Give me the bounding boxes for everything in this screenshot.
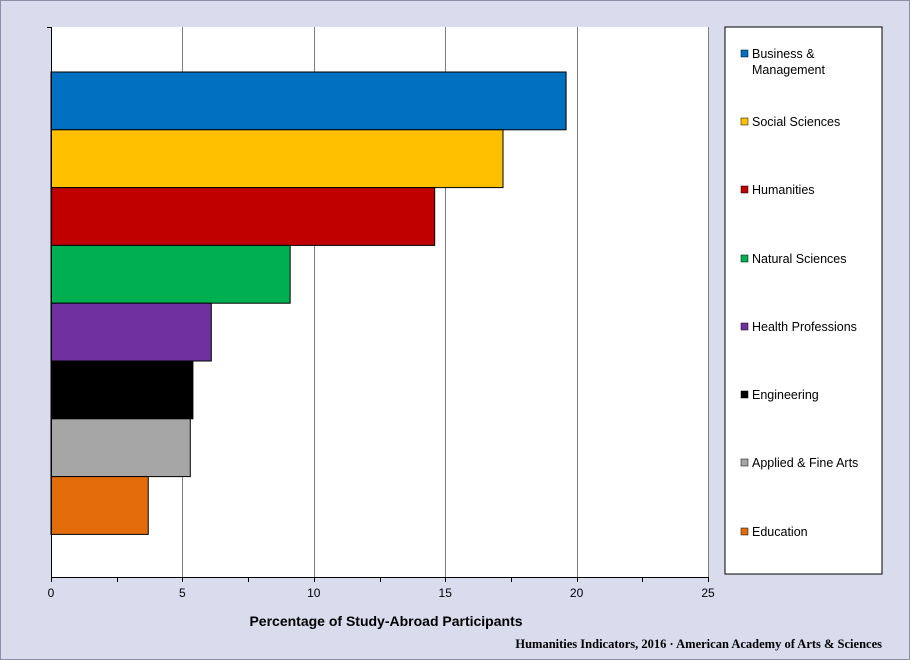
- x-tick-labels: 0 5 10 15 20 25: [48, 586, 715, 600]
- legend-swatch: [740, 117, 749, 126]
- legend-item: Social Sciences: [740, 115, 840, 129]
- legend-label: Humanities: [752, 183, 815, 197]
- x-tick-label: 15: [439, 586, 453, 600]
- legend-item: Humanities: [740, 183, 815, 197]
- bar: [50, 302, 212, 362]
- legend-swatch: [740, 527, 749, 536]
- legend-item: Business & Management: [740, 47, 825, 77]
- legend-label: Engineering: [752, 388, 819, 402]
- bar: [50, 476, 149, 535]
- legend-swatch: [740, 458, 749, 467]
- bar: [50, 244, 291, 304]
- x-tick-label: 20: [570, 586, 584, 600]
- bars: [50, 71, 567, 535]
- x-tick-label: 25: [701, 586, 715, 600]
- bar: [50, 187, 436, 246]
- legend-swatch: [740, 254, 749, 263]
- x-axis-label: Percentage of Study-Abroad Participants: [249, 613, 522, 629]
- legend-item: Education: [740, 525, 808, 539]
- bar: [50, 129, 504, 189]
- legend: Business & Management Social Sciences Human…: [740, 47, 858, 539]
- legend-item: Health Professions: [740, 320, 857, 334]
- bar: [50, 360, 194, 420]
- x-tick-label: 10: [307, 586, 321, 600]
- legend-swatch: [740, 185, 749, 194]
- axes: [47, 27, 709, 582]
- legend-label: Applied & Fine Arts: [752, 456, 858, 470]
- legend-item: Natural Sciences: [740, 252, 847, 266]
- legend-swatch: [740, 322, 749, 331]
- legend-label: Natural Sciences: [752, 252, 847, 266]
- bar: [50, 71, 567, 131]
- legend-label: Health Professions: [752, 320, 857, 334]
- legend-item: Applied & Fine Arts: [740, 456, 858, 470]
- legend-box: [724, 26, 883, 575]
- legend-label: Social Sciences: [752, 115, 840, 129]
- source-note: Humanities Indicators, 2016 · American A…: [515, 637, 882, 651]
- bar: [50, 418, 191, 478]
- legend-label: Business &: [752, 47, 815, 61]
- legend-label: Management: [752, 63, 825, 77]
- legend-item: Engineering: [740, 388, 819, 402]
- legend-label: Education: [752, 525, 808, 539]
- legend-swatch: [740, 390, 749, 399]
- x-tick-label: 5: [179, 586, 186, 600]
- x-tick-label: 0: [48, 586, 55, 600]
- legend-swatch: [740, 49, 749, 58]
